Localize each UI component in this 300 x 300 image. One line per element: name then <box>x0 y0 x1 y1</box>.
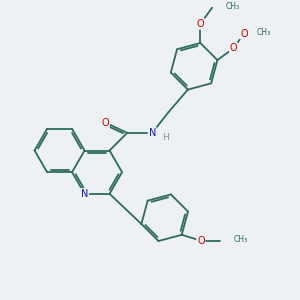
Text: H: H <box>162 133 169 142</box>
Text: CH₃: CH₃ <box>257 28 271 37</box>
Text: CH₃: CH₃ <box>225 2 239 11</box>
Text: O: O <box>240 28 248 39</box>
Text: O: O <box>230 43 237 53</box>
Text: CH₃: CH₃ <box>233 235 247 244</box>
Text: N: N <box>148 128 156 138</box>
Text: N: N <box>81 189 88 199</box>
Text: O: O <box>101 118 109 128</box>
Text: O: O <box>196 19 204 29</box>
Text: O: O <box>197 236 205 246</box>
